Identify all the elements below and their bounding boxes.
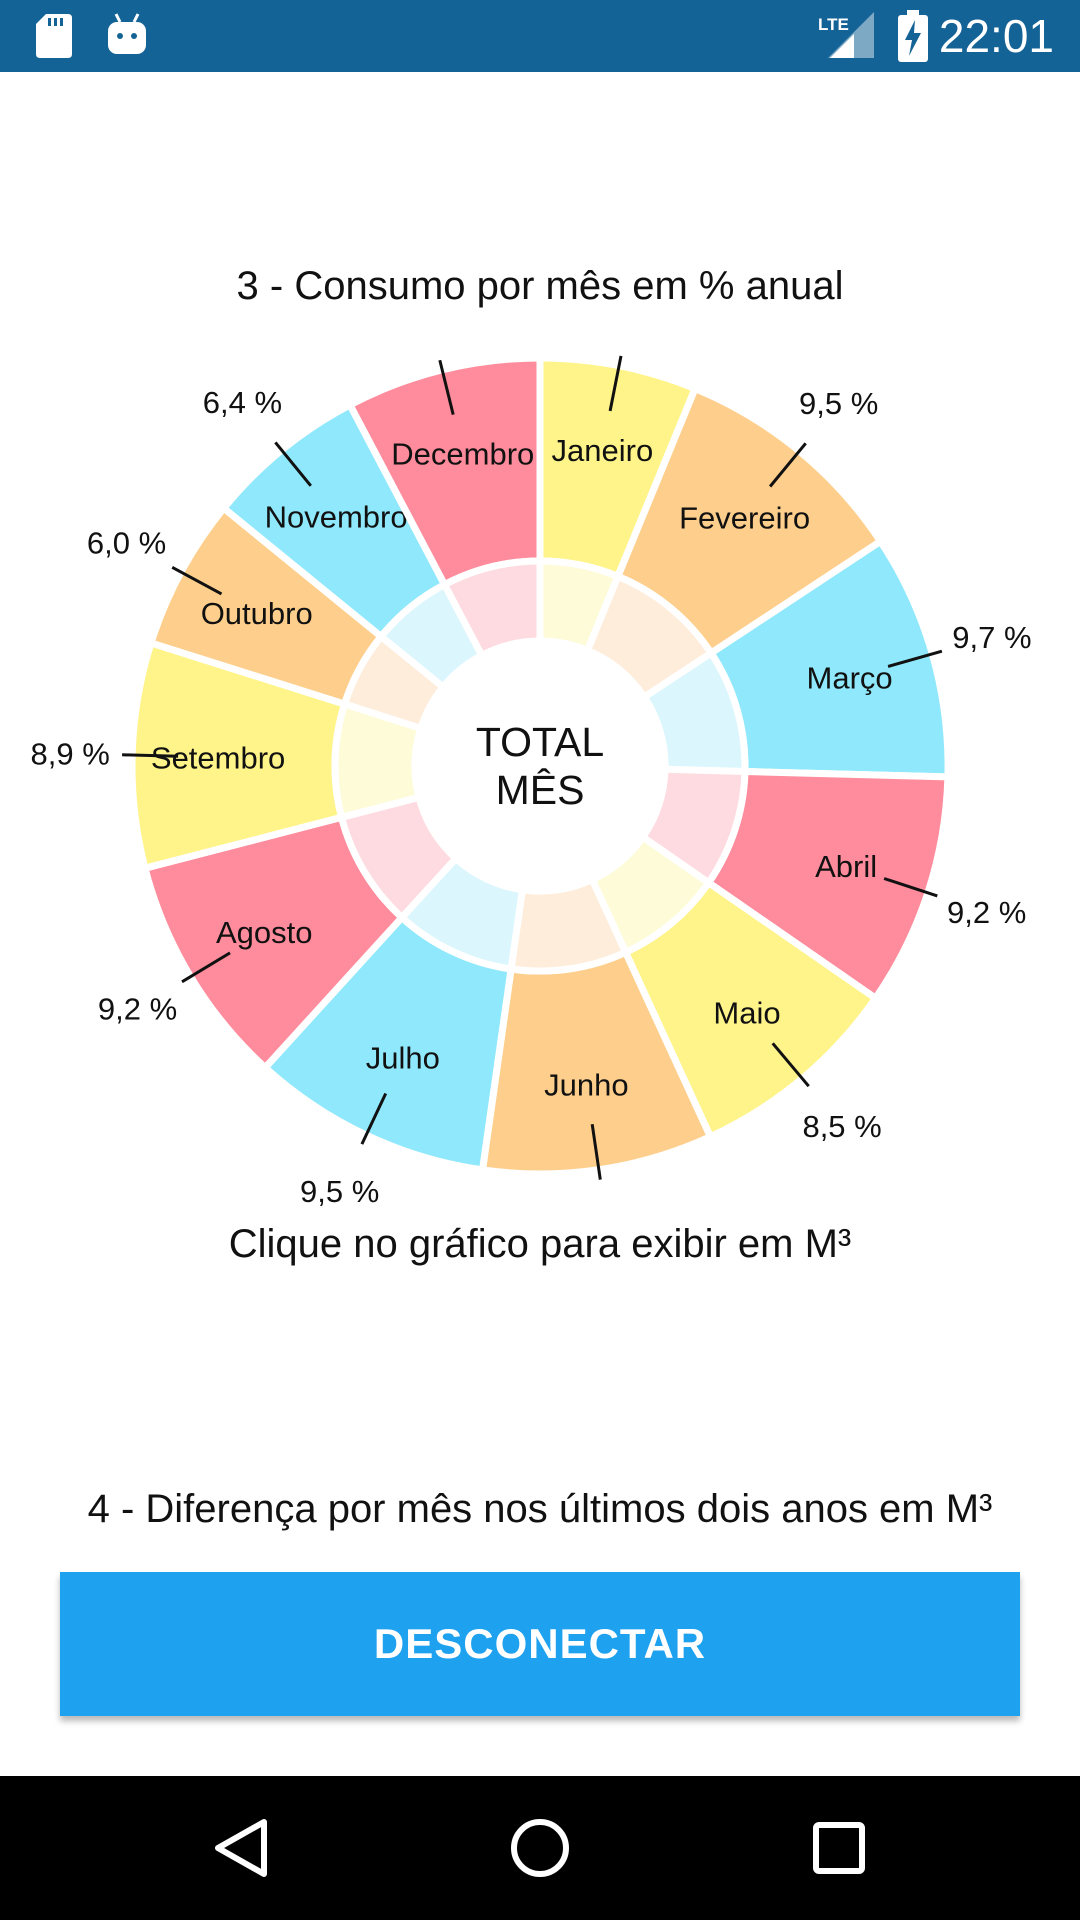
slice-label-junho: Junho [544,1068,628,1103]
navigation-bar [0,1776,1080,1920]
value-label-novembro: 6,4 % [203,385,282,420]
slice-label-janeiro: Janeiro [552,433,654,468]
recents-icon[interactable] [800,1776,880,1920]
slice-label-fevereiro: Fevereiro [679,500,810,535]
svg-text:LTE: LTE [818,15,849,34]
value-label-setembro: 8,9 % [31,736,110,771]
android-debug-icon [108,13,146,54]
value-leader-line-novembro [274,441,312,487]
chart-center-line2: MÊS [496,767,585,813]
value-leader-line-maio [771,1042,810,1088]
chart-center-line1: TOTAL [476,719,604,765]
value-label-agosto: 9,2 % [98,992,177,1027]
value-leader-line-outubro [171,565,223,596]
lte-signal-icon: LTE [818,12,874,58]
slice-label-agosto: Agosto [216,915,313,950]
value-leader-line-marco [887,649,943,668]
chart-center[interactable]: TOTAL MÊS [415,641,665,891]
slice-label-decembro: Decembro [391,436,534,471]
section-4-title: 4 - Diferença por mês nos últimos dois a… [87,1487,993,1531]
value-leader-line-agosto [181,951,231,984]
status-bar: LTE 22:01 [0,0,1080,72]
value-leader-line-janeiro [608,355,623,412]
slice-label-abril: Abril [815,849,877,884]
value-label-outubro: 6,0 % [87,526,166,561]
value-leader-line-junho [590,1123,602,1180]
slice-label-novembro: Novembro [265,500,408,535]
slice-label-outubro: Outubro [201,596,313,631]
chart-hint-text: Clique no gráfico para exibir em M³ [228,1222,852,1266]
value-leader-line-fevereiro [768,442,807,488]
slice-label-setembro: Setembro [151,740,285,775]
status-time: 22:01 [938,10,1054,62]
section-3-title: 3 - Consumo por mês em % anual [236,264,844,308]
slice-label-julho: Julho [366,1040,440,1075]
value-leader-line-abril [883,877,938,898]
value-leader-line-decembro [438,359,455,415]
back-icon[interactable] [200,1776,280,1920]
slice-label-marco: Março [807,661,893,696]
value-label-julho: 9,5 % [300,1174,379,1209]
value-label-marco: 9,7 % [952,620,1031,655]
value-leader-line-julho [360,1092,388,1145]
battery-charging-icon [898,10,928,62]
disconnect-button[interactable]: DESCONECTAR [60,1572,1020,1716]
slice-label-maio: Maio [713,996,780,1031]
value-label-fevereiro: 9,5 % [799,386,878,421]
home-icon[interactable] [500,1776,580,1920]
value-label-abril: 9,2 % [947,895,1026,930]
value-label-maio: 8,5 % [802,1109,881,1144]
value-leader-line-setembro [122,753,179,758]
disconnect-button-label: DESCONECTAR [373,1620,707,1667]
sd-card-icon [36,14,72,58]
